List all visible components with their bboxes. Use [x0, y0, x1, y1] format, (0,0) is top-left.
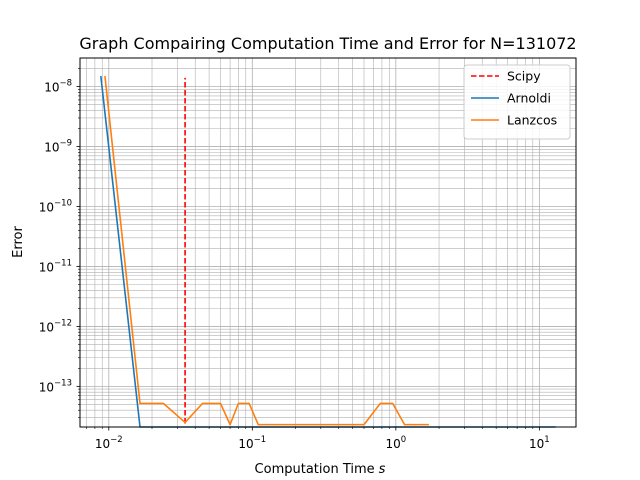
x-tick-label-exponent: 1: [544, 435, 549, 445]
y-tick-label: 10−12: [39, 318, 72, 334]
x-tick-label-exponent: −1: [254, 435, 267, 445]
y-tick-label: 10−8: [44, 79, 72, 95]
grid-lines: [80, 58, 576, 427]
axis-ticks: 10−2 10−1 100 10110−1310−1210−1110−1010−910…: [39, 68, 550, 451]
x-tick-label-base: 10: [95, 437, 110, 451]
y-axis-label: Error: [11, 226, 26, 258]
y-tick-label-exponent: −8: [59, 79, 72, 89]
x-tick-label-base: 10: [385, 437, 400, 451]
x-tick-label-base: 10: [529, 437, 544, 451]
x-axis-label: Computation Time s: [255, 462, 386, 477]
y-tick-label-base: 10: [39, 380, 54, 394]
series-line-lanzcos: [104, 75, 429, 426]
legend-label-arnoldi: Arnoldi: [507, 91, 551, 106]
legend: Scipy Arnoldi Lanzcos: [463, 64, 571, 140]
y-tick-label-exponent: −10: [54, 199, 72, 209]
y-tick-label-base: 10: [39, 320, 54, 334]
x-tick-label: 10−1: [238, 435, 266, 451]
y-tick-label: 10−9: [44, 139, 72, 155]
axes-frame: [79, 57, 577, 428]
x-tick-label: 101: [529, 435, 550, 451]
x-tick-label-exponent: 0: [401, 435, 406, 445]
y-tick-label-base: 10: [44, 141, 59, 155]
x-axis-label-text: Computation Time: [255, 462, 375, 477]
x-tick-label: 100: [385, 435, 406, 451]
y-tick-label-base: 10: [39, 201, 54, 215]
y-tick-label-base: 10: [44, 81, 59, 95]
x-tick-label-base: 10: [238, 437, 253, 451]
legend-label-scipy: Scipy: [507, 69, 541, 84]
y-tick-label-base: 10: [39, 260, 54, 274]
y-tick-label-exponent: −12: [54, 318, 72, 328]
x-tick-label-exponent: −2: [110, 435, 123, 445]
y-tick-label-exponent: −11: [54, 258, 72, 268]
y-tick-label-exponent: −13: [54, 378, 72, 388]
chart-title: Graph Compairing Computation Time and Er…: [79, 34, 576, 53]
y-tick-label-exponent: −9: [59, 139, 72, 149]
x-tick-label: 10−2: [95, 435, 123, 451]
x-axis-label-symbol: s: [379, 462, 386, 477]
y-tick-label: 10−11: [39, 258, 72, 274]
legend-label-lanzcos: Lanzcos: [507, 113, 557, 128]
y-tick-label: 10−13: [39, 378, 72, 394]
y-tick-label: 10−10: [39, 199, 72, 215]
